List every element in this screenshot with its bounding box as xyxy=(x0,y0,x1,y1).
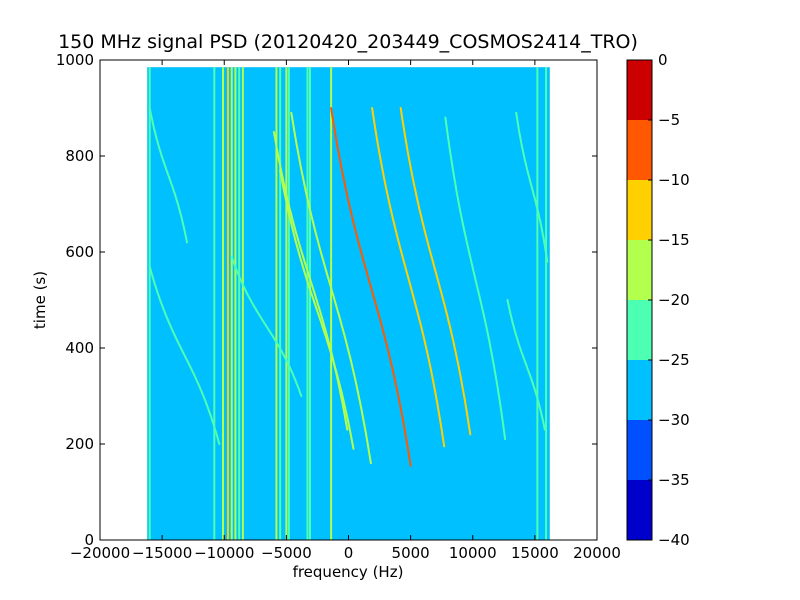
doppler-track xyxy=(230,255,303,397)
colorbar-tick-label: −40 xyxy=(658,531,690,549)
doppler-track xyxy=(506,299,546,431)
colorbar-tick-label: −35 xyxy=(658,471,690,489)
chart-title: 150 MHz signal PSD (20120420_203449_COSM… xyxy=(58,31,638,53)
y-tick-label: 1000 xyxy=(56,51,94,69)
colorbar-band xyxy=(627,120,652,180)
doppler-track xyxy=(399,107,472,436)
y-tick-label: 800 xyxy=(65,147,94,165)
doppler-track xyxy=(148,265,221,445)
x-tick-label: −5000 xyxy=(261,544,312,562)
plot-area: −20000 −15000 −10000 −5000 0 5000 10000 15000 20… xyxy=(56,51,621,562)
doppler-track xyxy=(279,169,355,450)
colorbar-tick-label: −15 xyxy=(658,231,690,249)
y-axis: 0 200 400 600 800 1000 xyxy=(56,51,597,549)
doppler-track xyxy=(290,111,372,465)
y-tick-label: 200 xyxy=(65,435,94,453)
x-tick-label: 15000 xyxy=(511,544,559,562)
doppler-track xyxy=(148,107,188,244)
x-tick-label: 5000 xyxy=(392,544,430,562)
colorbar-band xyxy=(627,60,652,120)
x-tick-label: 0 xyxy=(344,544,354,562)
colorbar-band xyxy=(627,300,652,360)
y-tick-label: 0 xyxy=(84,531,94,549)
x-tick-label: 20000 xyxy=(573,544,621,562)
colorbar-tick-label: 0 xyxy=(658,51,668,69)
y-tick-label: 400 xyxy=(65,339,94,357)
x-tick-label: −20000 xyxy=(70,544,130,562)
colorbar-bands xyxy=(627,60,652,540)
colorbar-axis: −40 −35 −30 −25 −20 −15 −10 −5 0 xyxy=(648,51,690,549)
x-tick-label: −15000 xyxy=(132,544,192,562)
colorbar-band xyxy=(627,180,652,240)
doppler-track xyxy=(330,107,412,467)
colorbar-band xyxy=(627,240,652,300)
colorbar-tick-label: −30 xyxy=(658,411,690,429)
heatmap-image xyxy=(147,67,550,540)
doppler-track xyxy=(515,111,549,263)
colorbar-band xyxy=(627,360,652,420)
colorbar-band xyxy=(627,420,652,480)
colorbar-tick-label: −10 xyxy=(658,171,690,189)
x-tick-label: 10000 xyxy=(449,544,497,562)
y-tick-label: 600 xyxy=(65,243,94,261)
colorbar-band xyxy=(627,480,652,540)
colorbar: −40 −35 −30 −25 −20 −15 −10 −5 0 xyxy=(626,51,690,549)
colorbar-tick-label: −25 xyxy=(658,351,690,369)
x-axis: −20000 −15000 −10000 −5000 0 5000 10000 15000 20… xyxy=(70,60,621,562)
x-tick-label: −10000 xyxy=(194,544,254,562)
y-axis-label: time (s) xyxy=(31,271,49,329)
colorbar-tick-label: −20 xyxy=(658,291,690,309)
doppler-track xyxy=(444,116,507,441)
doppler-track xyxy=(371,107,446,448)
x-axis-label: frequency (Hz) xyxy=(293,563,404,581)
colorbar-tick-label: −5 xyxy=(658,111,680,129)
heatmap-background xyxy=(147,67,550,540)
